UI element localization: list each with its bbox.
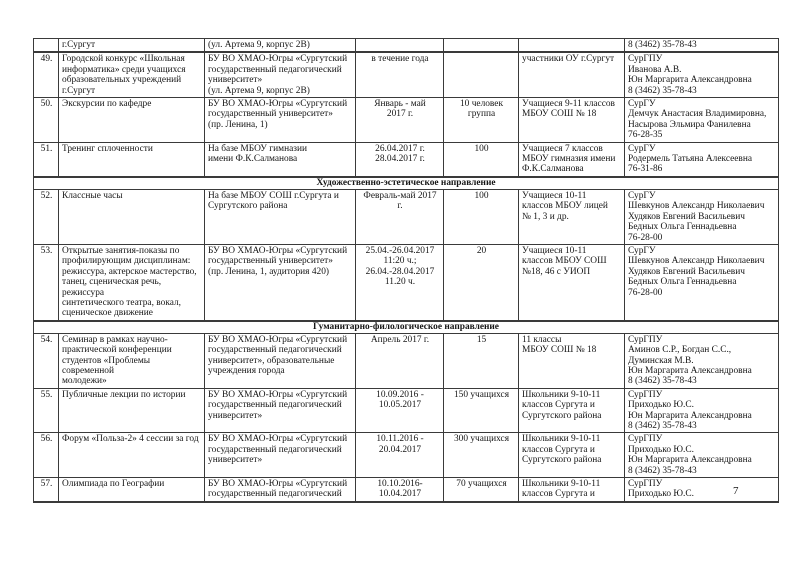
table-row: 54. Семинар в рамках научно- практическо… bbox=[33, 332, 779, 389]
table-row: г.Сургут (ул. Артема 9, корпус 2В) 8 (34… bbox=[33, 38, 779, 53]
cell-participant-count: 70 учащихся bbox=[443, 477, 519, 503]
cell-number bbox=[33, 38, 59, 53]
cell-number: 55. bbox=[33, 387, 59, 434]
cell-responsible: СурГПУ Приходько Ю.С. bbox=[624, 477, 779, 503]
section-title: Художественно-эстетическое направление bbox=[33, 175, 779, 190]
cell-participants bbox=[518, 38, 625, 53]
cell-responsible: СурГУ Демчук Анастасия Владимировна, Нас… bbox=[624, 97, 779, 143]
cell-event-name: Городской конкурс «Школьная информатика»… bbox=[58, 51, 205, 99]
cell-event-name: Открытые занятия-показы по профилирующим… bbox=[58, 243, 205, 322]
cell-participant-count: 15 bbox=[443, 332, 519, 389]
cell-dates: 10.10.2016- 10.04.2017 bbox=[355, 477, 444, 503]
cell-participant-count: 150 учащихся bbox=[443, 387, 519, 434]
cell-event-name: Семинар в рамках научно- практической ко… bbox=[58, 332, 205, 389]
cell-organizer: (ул. Артема 9, корпус 2В) bbox=[204, 38, 356, 53]
table-row: 50. Экскурсии по кафедре БУ ВО ХМАО-Югры… bbox=[33, 97, 779, 143]
cell-participant-count bbox=[443, 38, 519, 53]
cell-number: 54. bbox=[33, 332, 59, 389]
table-row: 55. Публичные лекции по истории БУ ВО ХМ… bbox=[33, 387, 779, 434]
cell-participants: Учащиеся 10-11 классов МБОУ лицей № 1, 3… bbox=[518, 188, 625, 245]
section-title: Гуманитарно-филологическое направление bbox=[33, 319, 779, 334]
cell-participant-count: 300 учащихся bbox=[443, 432, 519, 479]
cell-organizer: БУ ВО ХМАО-Югры «Сургутский государствен… bbox=[204, 243, 356, 322]
cell-number: 49. bbox=[33, 51, 59, 99]
cell-event-name: Форум «Польза-2» 4 сессии за год bbox=[58, 432, 205, 479]
cell-dates: Январь - май 2017 г. bbox=[355, 97, 444, 143]
cell-event-name: Тренинг сплоченности bbox=[58, 141, 205, 178]
cell-participants: Учащиеся 10-11 классов МБОУ СОШ №18, 46 … bbox=[518, 243, 625, 322]
cell-number: 57. bbox=[33, 477, 59, 503]
cell-participant-count: 100 bbox=[443, 141, 519, 178]
cell-dates: Апрель 2017 г. bbox=[355, 332, 444, 389]
cell-number: 50. bbox=[33, 97, 59, 143]
cell-responsible: СурГУ Шевкунов Александр Николаевич Худя… bbox=[624, 188, 779, 245]
cell-participant-count bbox=[443, 51, 519, 99]
cell-responsible: 8 (3462) 35-78-43 bbox=[624, 38, 779, 53]
table-row: 53. Открытые занятия-показы по профилиру… bbox=[33, 243, 779, 322]
cell-responsible: СурГУ Шевкунов Александр Николаевич Худя… bbox=[624, 243, 779, 322]
cell-dates: 26.04.2017 г. 28.04.2017 г. bbox=[355, 141, 444, 178]
table-row: 56. Форум «Польза-2» 4 сессии за год БУ … bbox=[33, 432, 779, 479]
events-table: г.Сургут (ул. Артема 9, корпус 2В) 8 (34… bbox=[33, 38, 779, 503]
section-header-row: Художественно-эстетическое направление bbox=[33, 175, 779, 190]
cell-dates: в течение года bbox=[355, 51, 444, 99]
cell-responsible: СурГУ Родермель Татьяна Алексеевна 76-31… bbox=[624, 141, 779, 178]
table-row: 57. Олимпиада по Географии БУ ВО ХМАО-Юг… bbox=[33, 477, 779, 503]
cell-number: 51. bbox=[33, 141, 59, 178]
cell-organizer: БУ ВО ХМАО-Югры «Сургутский государствен… bbox=[204, 97, 356, 143]
cell-responsible: СурГПУ Приходько Ю.С. Юн Маргарита Алекс… bbox=[624, 387, 779, 434]
cell-organizer: БУ ВО ХМАО-Югры «Сургутский государствен… bbox=[204, 387, 356, 434]
cell-responsible: СурГПУ Иванова А.В. Юн Маргарита Алексан… bbox=[624, 51, 779, 99]
cell-organizer: На базе МБОУ гимназии имени Ф.К.Салманов… bbox=[204, 141, 356, 178]
table-row: 49. Городской конкурс «Школьная информат… bbox=[33, 51, 779, 99]
cell-participants: Школьники 9-10-11 классов Сургута и Сург… bbox=[518, 387, 625, 434]
cell-participants: Учащиеся 9-11 классов МБОУ СОШ № 18 bbox=[518, 97, 625, 143]
cell-dates bbox=[355, 38, 444, 53]
cell-event-name: Классные часы bbox=[58, 188, 205, 245]
cell-event-name: г.Сургут bbox=[58, 38, 205, 53]
cell-dates: 25.04.-26.04.2017 11:20 ч.; 26.04.-28.04… bbox=[355, 243, 444, 322]
section-header-row: Гуманитарно-филологическое направление bbox=[33, 319, 779, 334]
cell-organizer: БУ ВО ХМАО-Югры «Сургутский государствен… bbox=[204, 51, 356, 99]
table-row: 51. Тренинг сплоченности На базе МБОУ ги… bbox=[33, 141, 779, 178]
cell-number: 53. bbox=[33, 243, 59, 322]
cell-dates: Февраль-май 2017 г. bbox=[355, 188, 444, 245]
cell-number: 56. bbox=[33, 432, 59, 479]
cell-participants: участники ОУ г.Сургут bbox=[518, 51, 625, 99]
cell-participants: Школьники 9-10-11 классов Сургута и Сург… bbox=[518, 432, 625, 479]
cell-dates: 10.09.2016 - 10.05.2017 bbox=[355, 387, 444, 434]
cell-dates: 10.11.2016 - 20.04.2017 bbox=[355, 432, 444, 479]
cell-event-name: Олимпиада по Географии bbox=[58, 477, 205, 503]
cell-responsible: СурГПУ Аминов С.Р., Богдан С.С., Думинск… bbox=[624, 332, 779, 389]
cell-participant-count: 10 человек группа bbox=[443, 97, 519, 143]
cell-participants: Школьники 9-10-11 классов Сургута и bbox=[518, 477, 625, 503]
cell-participants: 11 классы МБОУ СОШ № 18 bbox=[518, 332, 625, 389]
cell-event-name: Экскурсии по кафедре bbox=[58, 97, 205, 143]
cell-organizer: БУ ВО ХМАО-Югры «Сургутский государствен… bbox=[204, 332, 356, 389]
cell-number: 52. bbox=[33, 188, 59, 245]
cell-participants: Учащиеся 7 классов МБОУ гимназия имени Ф… bbox=[518, 141, 625, 178]
cell-organizer: БУ ВО ХМАО-Югры «Сургутский государствен… bbox=[204, 432, 356, 479]
cell-organizer: БУ ВО ХМАО-Югры «Сургутский государствен… bbox=[204, 477, 356, 503]
cell-responsible: СурГПУ Приходько Ю.С. Юн Маргарита Алекс… bbox=[624, 432, 779, 479]
cell-organizer: На базе МБОУ СОШ г.Сургута и Сургутского… bbox=[204, 188, 356, 245]
page-number: 7 bbox=[733, 485, 739, 497]
cell-participant-count: 20 bbox=[443, 243, 519, 322]
table-row: 52. Классные часы На базе МБОУ СОШ г.Сур… bbox=[33, 188, 779, 245]
cell-participant-count: 100 bbox=[443, 188, 519, 245]
cell-event-name: Публичные лекции по истории bbox=[58, 387, 205, 434]
